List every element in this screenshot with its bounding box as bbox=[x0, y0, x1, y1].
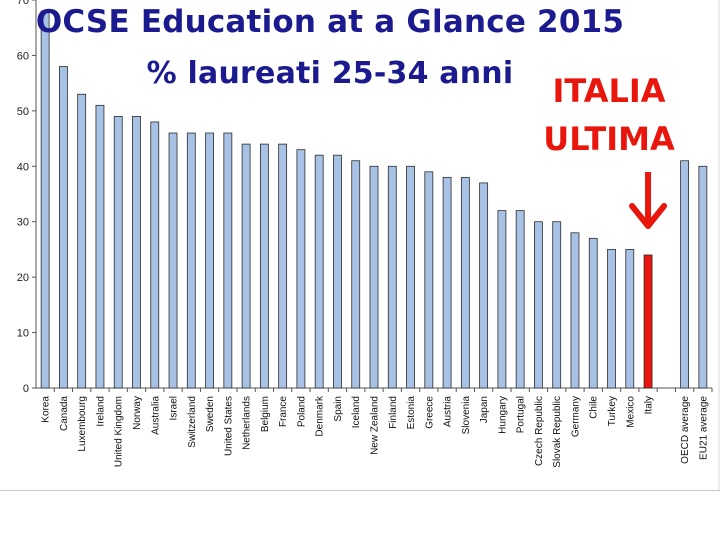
bar bbox=[607, 249, 616, 389]
x-tick-label: Denmark bbox=[315, 395, 326, 437]
x-tick-label: Poland bbox=[296, 396, 307, 427]
x-tick-label: Iceland bbox=[351, 396, 362, 428]
x-tick-label: Slovak Republic bbox=[552, 396, 563, 468]
callout-italia: ITALIA bbox=[552, 72, 666, 110]
bar bbox=[77, 93, 87, 389]
chart-subtitle: % laureati 25-34 anni bbox=[146, 56, 514, 91]
x-tick-label: OECD average bbox=[680, 396, 691, 464]
x-tick-label: Austria bbox=[443, 396, 454, 428]
x-tick-label: Australia bbox=[150, 396, 161, 435]
y-tick-label: 40 bbox=[17, 161, 29, 173]
bar bbox=[95, 104, 105, 389]
x-tick-label: Germany bbox=[570, 396, 581, 437]
x-tick-label: Czech Republic bbox=[534, 396, 545, 466]
callout-ultima: ULTIMA bbox=[543, 120, 675, 158]
arrow-head-icon bbox=[629, 203, 668, 229]
bar bbox=[223, 132, 233, 389]
x-tick-label: Canada bbox=[59, 396, 70, 431]
x-tick-label: United States bbox=[223, 396, 234, 456]
bar bbox=[150, 121, 160, 389]
bar bbox=[333, 154, 342, 389]
x-tick-label: Finland bbox=[388, 396, 399, 429]
bar bbox=[296, 149, 306, 389]
bar bbox=[534, 221, 543, 389]
x-tick-label: Chile bbox=[589, 396, 600, 419]
x-tick-label: Korea bbox=[41, 396, 52, 423]
x-tick-label: Italy bbox=[644, 396, 655, 414]
slide-edge bbox=[718, 0, 720, 490]
bar bbox=[241, 143, 251, 389]
bar-highlight bbox=[643, 254, 653, 389]
bar bbox=[680, 160, 689, 389]
x-tick-label: Estonia bbox=[406, 396, 417, 430]
x-tick-label: Greece bbox=[424, 396, 435, 429]
x-tick-label: Israel bbox=[169, 396, 180, 420]
bar bbox=[387, 165, 397, 389]
bar bbox=[186, 132, 196, 389]
bar bbox=[497, 210, 507, 389]
bar bbox=[205, 132, 214, 389]
x-tick-label: Netherlands bbox=[242, 396, 253, 450]
bar bbox=[515, 210, 525, 389]
bar bbox=[113, 116, 123, 389]
bar bbox=[259, 143, 269, 389]
x-tick-label: Belgium bbox=[260, 396, 271, 432]
bar bbox=[168, 132, 178, 389]
bar bbox=[625, 249, 635, 389]
bar bbox=[570, 232, 580, 389]
y-tick-label: 70 bbox=[17, 0, 29, 7]
x-tick-label: Japan bbox=[479, 396, 490, 423]
y-tick-label: 30 bbox=[17, 217, 29, 229]
y-tick-label: 50 bbox=[17, 106, 29, 118]
bar bbox=[588, 237, 598, 389]
x-tick-label: Mexico bbox=[625, 396, 636, 428]
chart-title: OCSE Education at a Glance 2015 bbox=[35, 4, 625, 40]
bar bbox=[278, 143, 288, 389]
y-tick-label: 20 bbox=[17, 272, 29, 284]
x-tick-label: Slovenia bbox=[461, 396, 472, 435]
x-tick-label: United Kingdom bbox=[114, 396, 125, 467]
x-tick-label: Turkey bbox=[607, 396, 618, 426]
x-tick-label: Sweden bbox=[205, 396, 216, 432]
y-tick-label: 10 bbox=[17, 328, 29, 340]
x-tick-label: Portugal bbox=[516, 396, 527, 433]
bar bbox=[698, 165, 708, 389]
x-tick-label: Spain bbox=[333, 396, 344, 422]
x-tick-label: Ireland bbox=[95, 396, 106, 427]
bar bbox=[369, 165, 379, 389]
y-tick-label: 60 bbox=[17, 50, 29, 62]
x-tick-label: France bbox=[278, 396, 289, 428]
bar bbox=[40, 10, 50, 389]
x-tick-label: Switzerland bbox=[187, 396, 198, 448]
bar bbox=[442, 176, 452, 389]
bar bbox=[59, 66, 68, 389]
bar bbox=[424, 171, 434, 389]
x-tick-label: Hungary bbox=[497, 396, 508, 434]
x-tick-label: New Zealand bbox=[370, 396, 381, 455]
bar bbox=[351, 160, 361, 389]
bar bbox=[552, 221, 562, 389]
bar bbox=[314, 154, 324, 389]
x-tick-label: EU21 average bbox=[698, 396, 709, 460]
x-tick-label: Norway bbox=[132, 396, 143, 430]
y-tick-label: 0 bbox=[23, 383, 29, 395]
bar bbox=[460, 176, 470, 389]
bar bbox=[406, 165, 415, 389]
x-tick-label: Luxembourg bbox=[77, 396, 88, 452]
bar bbox=[132, 116, 141, 389]
slide-divider bbox=[0, 490, 720, 491]
bar bbox=[479, 182, 489, 389]
